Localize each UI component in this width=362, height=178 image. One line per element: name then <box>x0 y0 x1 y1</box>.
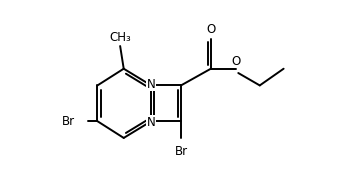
Text: Br: Br <box>174 145 188 158</box>
Text: CH₃: CH₃ <box>109 31 131 44</box>
Text: N: N <box>147 116 156 129</box>
Text: N: N <box>147 78 156 91</box>
Text: O: O <box>231 54 240 67</box>
Text: Br: Br <box>62 115 75 128</box>
Text: O: O <box>206 23 215 36</box>
